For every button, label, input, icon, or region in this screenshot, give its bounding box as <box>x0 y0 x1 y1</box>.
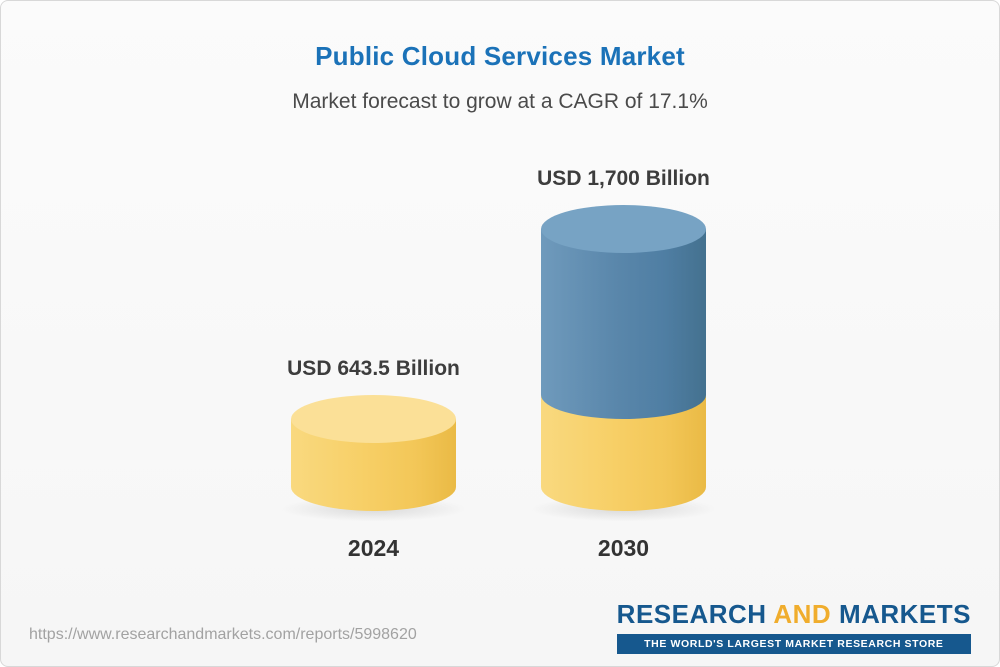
chart-header: Public Cloud Services Market Market fore… <box>1 41 999 114</box>
value-label-2030: USD 1,700 Billion <box>537 167 710 190</box>
bar-2030-top-ellipse <box>541 205 706 253</box>
report-url: https://www.researchandmarkets.com/repor… <box>29 626 417 643</box>
value-label-2024: USD 643.5 Billion <box>287 357 460 380</box>
bar-2030-growth-segment <box>541 205 706 419</box>
bar-2024-top-ellipse <box>291 395 456 443</box>
bar-2030 <box>527 205 720 522</box>
logo-word-research: RESEARCH <box>616 599 767 629</box>
bar-group-2030: USD 1,700 Billion 2030 <box>527 1 720 666</box>
chart-title: Public Cloud Services Market <box>315 41 685 71</box>
logo-word-markets: MARKETS <box>838 599 971 629</box>
logo-tagline: THE WORLD'S LARGEST MARKET RESEARCH STOR… <box>616 634 971 654</box>
bar-group-2024: USD 643.5 Billion 2024 <box>277 1 470 666</box>
chart-subtitle: Market forecast to grow at a CAGR of 17.… <box>292 90 708 113</box>
logo-word-and: AND <box>773 599 832 629</box>
bar-2030-growth-body <box>541 229 706 419</box>
category-label-2024: 2024 <box>347 535 400 561</box>
category-label-2030: 2030 <box>597 535 650 561</box>
logo-wordmark: RESEARCH AND MARKETS <box>617 599 971 630</box>
research-and-markets-logo: RESEARCH AND MARKETS THE WORLD'S LARGEST… <box>616 599 971 654</box>
bar-2024 <box>277 395 470 522</box>
